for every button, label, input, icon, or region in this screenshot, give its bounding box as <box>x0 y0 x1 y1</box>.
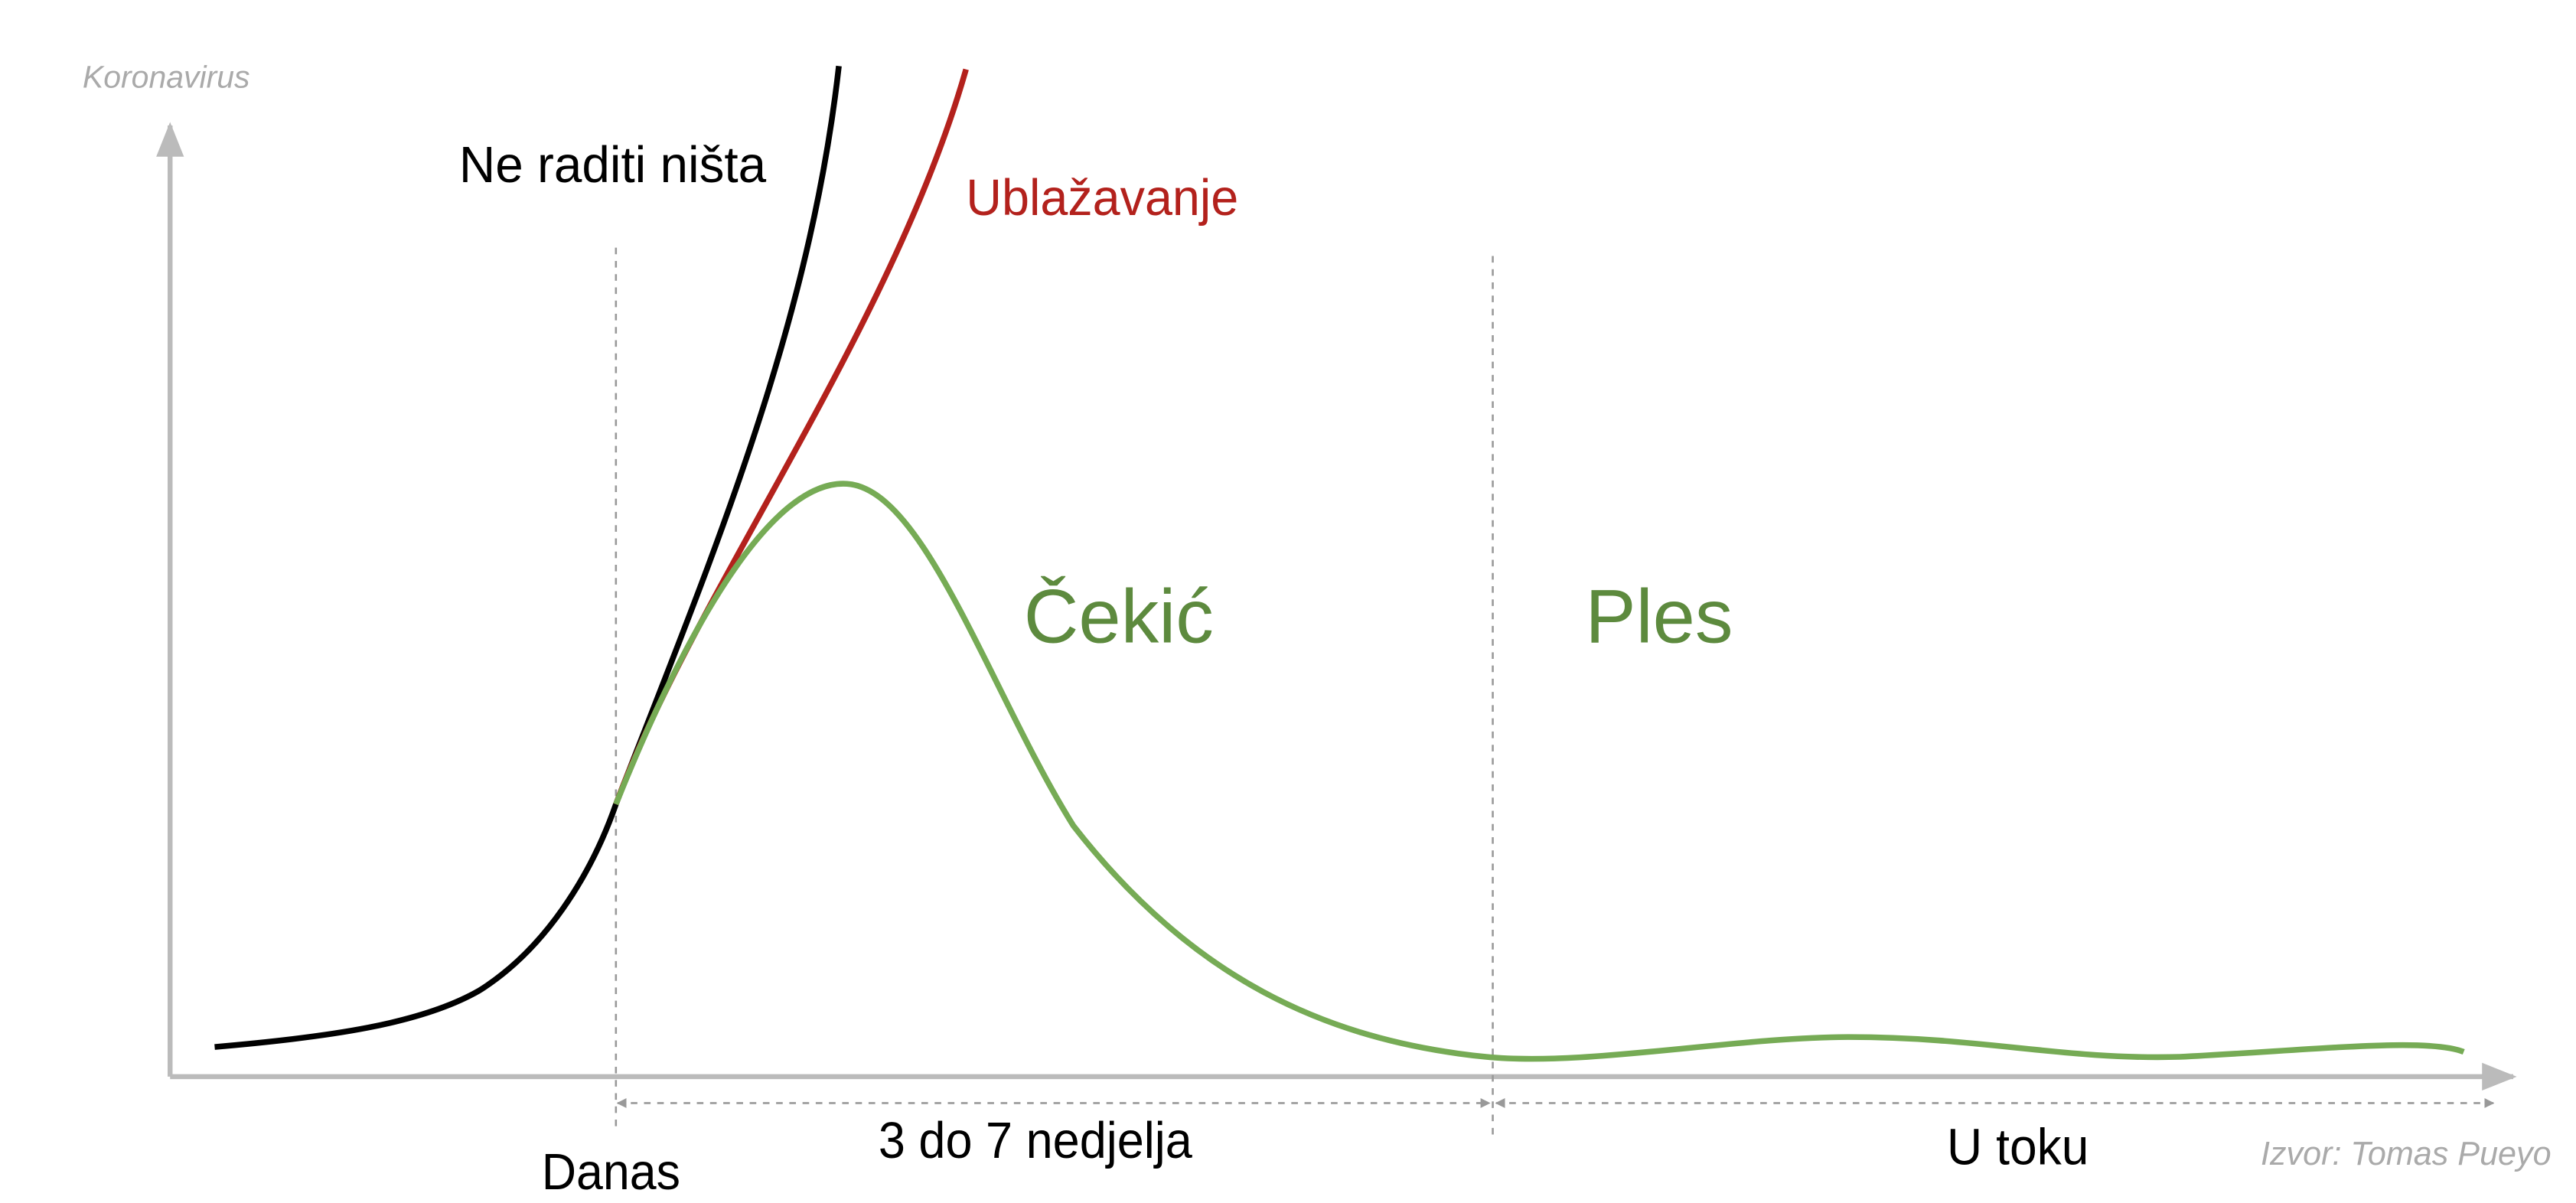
duration-label: 3 do 7 nedjelja <box>879 1112 1193 1169</box>
axis-label: Koronavirus <box>83 59 250 94</box>
curve-nothing <box>214 65 842 1050</box>
start-label: Danas <box>542 1143 680 1201</box>
curve-label: Ublažavanje <box>966 169 1238 227</box>
curve-label: Ne raditi ništa <box>459 136 767 194</box>
phase-label: Čekić <box>1024 575 1214 660</box>
phase-label: Ples <box>1585 575 1733 660</box>
curve-hammer-dance <box>613 481 2465 1062</box>
source: Izvor: Tomas Pueyo <box>2261 1136 2552 1172</box>
duration-label: U toku <box>1947 1119 2089 1176</box>
